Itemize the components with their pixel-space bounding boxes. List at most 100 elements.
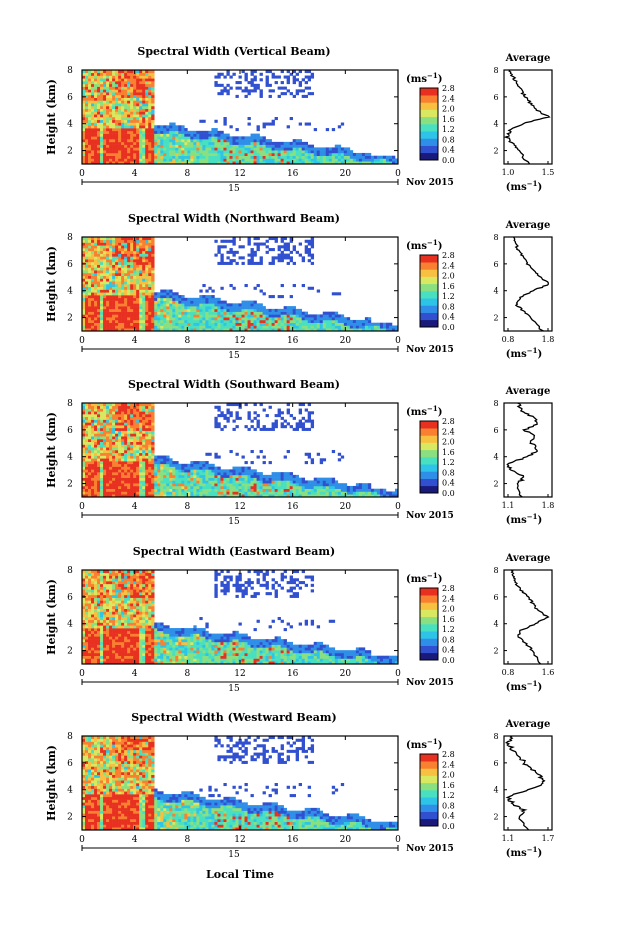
heatmap-cell bbox=[223, 75, 227, 79]
heatmap-cell bbox=[118, 253, 122, 257]
heatmap-cell bbox=[127, 105, 131, 109]
heatmap-cell bbox=[280, 155, 284, 159]
heatmap-cell bbox=[91, 256, 95, 260]
heatmap-cell bbox=[205, 314, 209, 318]
heatmap-cell bbox=[94, 303, 98, 307]
heatmap-cell bbox=[241, 306, 245, 310]
heatmap-cell bbox=[274, 81, 278, 85]
heatmap-cell bbox=[115, 483, 119, 487]
heatmap-cell bbox=[235, 314, 239, 318]
heatmap-cell bbox=[301, 416, 306, 420]
heatmap-cell bbox=[109, 303, 113, 307]
heatmap-cell bbox=[214, 306, 218, 310]
heatmap-cell bbox=[118, 83, 122, 87]
heatmap-cell bbox=[82, 430, 86, 434]
heatmap-cell bbox=[100, 311, 104, 315]
heatmap-cell bbox=[160, 125, 164, 129]
heatmap-cell bbox=[232, 474, 236, 478]
heatmap-cells bbox=[82, 403, 399, 498]
heatmap-cell bbox=[136, 322, 140, 326]
heatmap-cell bbox=[181, 300, 185, 304]
heatmap-cell bbox=[148, 239, 152, 243]
heatmap-cell bbox=[109, 433, 113, 437]
heatmap-cell bbox=[286, 125, 290, 129]
heatmap-cell bbox=[136, 242, 140, 246]
colorbar-tick-label: 0.4 bbox=[442, 313, 455, 322]
heatmap-cell bbox=[130, 480, 134, 484]
heatmap-cell bbox=[82, 438, 86, 442]
heatmap-cell bbox=[184, 477, 188, 481]
heatmap-cell bbox=[241, 152, 245, 156]
heatmap-cell bbox=[148, 408, 152, 412]
heatmap-cell bbox=[217, 477, 221, 481]
heatmap-cell bbox=[310, 319, 315, 323]
heatmap-cell bbox=[280, 416, 284, 420]
heatmap-cell bbox=[91, 436, 95, 440]
heatmap-cell bbox=[88, 250, 92, 254]
heatmap-cell bbox=[145, 494, 149, 498]
heatmap-cell bbox=[241, 317, 245, 321]
heatmap-cell bbox=[124, 256, 128, 260]
heatmap-cell bbox=[205, 289, 209, 293]
heatmap-cell bbox=[85, 436, 89, 440]
heatmap-cell bbox=[127, 483, 131, 487]
heatmap-cell bbox=[121, 72, 125, 76]
heatmap-cell bbox=[154, 466, 158, 470]
heatmap-cell bbox=[139, 314, 143, 318]
heatmap-cell bbox=[82, 133, 86, 137]
heatmap-cell bbox=[277, 75, 281, 79]
heatmap-cell bbox=[130, 108, 134, 112]
heatmap-cell bbox=[142, 83, 146, 87]
heatmap-cell bbox=[247, 306, 251, 310]
heatmap-cell bbox=[217, 72, 221, 76]
heatmap-cell bbox=[136, 105, 140, 109]
heatmap-cell bbox=[109, 259, 113, 263]
heatmap-cell bbox=[262, 455, 266, 459]
heatmap-cell bbox=[115, 248, 119, 252]
heatmap-cell bbox=[91, 427, 95, 431]
heatmap-cell bbox=[136, 286, 140, 290]
heatmap-cell bbox=[178, 300, 182, 304]
heatmap-cell bbox=[94, 416, 98, 420]
heatmap-cell bbox=[133, 295, 137, 299]
heatmap-cell bbox=[88, 488, 92, 492]
heatmap-cell bbox=[100, 161, 104, 165]
heatmap-cell bbox=[109, 125, 113, 129]
heatmap-cell bbox=[226, 322, 230, 326]
heatmap-cell bbox=[184, 133, 188, 137]
heatmap-cell bbox=[109, 450, 113, 454]
heatmap-cell bbox=[277, 245, 281, 249]
heatmap-cell bbox=[274, 425, 278, 429]
heatmap-cell bbox=[145, 491, 149, 495]
heatmap-cell bbox=[136, 483, 140, 487]
heatmap-cell bbox=[181, 485, 185, 489]
heatmap-cell bbox=[109, 317, 113, 321]
heatmap-cell bbox=[262, 136, 266, 140]
heatmap-cell bbox=[124, 272, 128, 276]
heatmap-cell bbox=[160, 488, 164, 492]
heatmap-cell bbox=[91, 267, 95, 271]
heatmap-cell bbox=[259, 403, 263, 407]
heatmap-cell bbox=[220, 485, 224, 489]
heatmap-cell bbox=[82, 416, 86, 420]
heatmap-cell bbox=[130, 130, 134, 134]
heatmap-cell bbox=[121, 141, 125, 145]
heatmap-cell bbox=[118, 403, 122, 407]
heatmap-cell bbox=[85, 125, 89, 129]
heatmap-cell bbox=[109, 488, 113, 492]
heatmap-cell bbox=[145, 472, 149, 476]
heatmap-cell bbox=[115, 480, 119, 484]
heatmap-cell bbox=[364, 161, 369, 165]
panel-1: Spectral Width (Vertical Beam)2468Height… bbox=[45, 45, 554, 194]
heatmap-cell bbox=[85, 295, 89, 299]
heatmap-cell bbox=[151, 100, 155, 104]
heatmap-cell bbox=[118, 314, 122, 318]
heatmap-cell bbox=[235, 411, 239, 415]
heatmap-cell bbox=[379, 328, 384, 332]
heatmap-cell bbox=[91, 94, 95, 98]
heatmap-cell bbox=[283, 319, 287, 323]
heatmap-cell bbox=[289, 483, 293, 487]
heatmap-cell bbox=[175, 161, 179, 165]
heatmap-cell bbox=[136, 427, 140, 431]
heatmap-cell bbox=[151, 300, 155, 304]
